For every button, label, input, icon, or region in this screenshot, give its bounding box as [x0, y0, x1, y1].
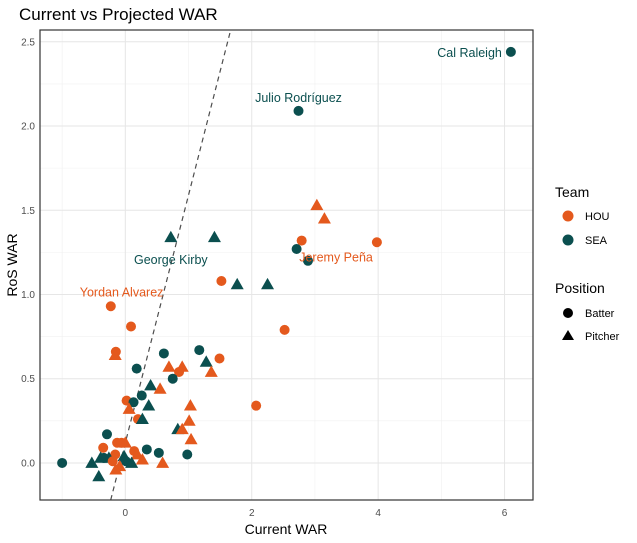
y-tick-label: 0.5 — [21, 374, 35, 385]
grid-minor — [40, 30, 533, 500]
legend-hou-label: HOU — [585, 211, 610, 223]
data-point-batter-sea — [101, 429, 112, 440]
data-point-pitcher-hou — [118, 436, 132, 448]
data-point-pitcher-hou — [175, 422, 189, 435]
legend-team-title: Team — [555, 184, 589, 200]
data-point-pitcher-sea — [230, 277, 244, 290]
data-point-batter-sea — [182, 449, 193, 460]
data-point-batter-hou — [371, 237, 382, 248]
x-axis-ticks: 0 2 4 6 — [123, 508, 508, 519]
data-point-batter-sea — [57, 457, 68, 468]
data-point-batter-sea — [98, 452, 109, 463]
y-tick-label: 2.0 — [21, 122, 35, 133]
annotation-label: Yordan Alvarez — [80, 285, 164, 299]
legend-pitcher-swatch — [562, 330, 574, 340]
data-point-batter-sea — [153, 447, 164, 458]
data-point-batter-sea — [293, 105, 304, 116]
data-point-pitcher-hou — [184, 432, 198, 445]
data-point-batter-sea — [505, 46, 516, 57]
data-point-pitcher-sea — [164, 230, 178, 243]
data-point-batter-hou — [251, 400, 262, 411]
data-point-pitcher-hou — [183, 399, 197, 411]
data-point-pitcher-sea — [85, 456, 99, 468]
annotation-label: George Kirby — [134, 253, 208, 267]
data-point-pitcher-hou — [153, 382, 167, 394]
data-point-pitcher-sea — [261, 277, 275, 290]
data-point-pitcher-hou — [108, 348, 122, 361]
data-point-pitcher-hou — [122, 402, 136, 414]
data-point-pitcher-hou — [162, 360, 176, 372]
data-point-batter-hou — [279, 324, 290, 335]
data-point-pitcher-sea — [199, 355, 213, 367]
y-tick-label: 0.0 — [21, 458, 35, 469]
data-point-pitcher-hou — [317, 212, 331, 224]
data-point-pitcher-hou — [156, 456, 170, 468]
data-point-pitcher-sea — [125, 456, 139, 468]
data-point-pitcher-hou — [109, 463, 123, 475]
data-point-pitcher-hou — [310, 198, 324, 211]
data-point-pitcher-sea — [135, 412, 149, 425]
data-point-pitcher-sea — [92, 469, 106, 482]
data-point-batter-hou — [126, 321, 137, 332]
data-point-pitcher-hou — [182, 414, 196, 426]
data-point-pitcher-sea — [142, 399, 156, 411]
data-point-batter-hou — [214, 353, 225, 364]
x-tick-label: 0 — [123, 508, 129, 519]
x-axis-title: Current WAR — [245, 521, 328, 537]
y-axis-title: RoS WAR — [4, 233, 20, 296]
legend-batter-label: Batter — [585, 308, 615, 320]
legend-sea-label: SEA — [585, 235, 608, 247]
annotation-label: Julio Rodríguez — [255, 91, 342, 105]
x-tick-label: 4 — [375, 508, 381, 519]
data-point-batter-hou — [98, 442, 109, 453]
annotations-layer: Cal Raleigh Julio Rodríguez George Kirby Je… — [80, 46, 502, 299]
data-point-batter-hou — [107, 456, 118, 467]
annotation-label: Cal Raleigh — [437, 46, 502, 60]
data-point-batter-sea — [167, 373, 178, 384]
panel-border — [39, 29, 534, 501]
data-point-pitcher-hou — [204, 365, 218, 377]
annotation-label: Jeremy Peña — [299, 250, 373, 264]
y-tick-label: 1.5 — [21, 206, 35, 217]
data-point-pitcher-sea — [207, 230, 221, 243]
x-tick-label: 6 — [502, 508, 508, 519]
y-axis-ticks: 0.0 0.5 1.0 1.5 2.0 2.5 — [21, 37, 35, 469]
legend-hou-swatch — [562, 210, 574, 222]
points-layer — [57, 46, 516, 482]
data-point-batter-hou — [296, 235, 307, 246]
data-point-batter-sea — [194, 345, 205, 356]
y-tick-label: 2.5 — [21, 37, 35, 48]
data-point-pitcher-sea — [144, 378, 158, 391]
data-point-batter-sea — [302, 255, 313, 266]
data-point-batter-sea — [131, 363, 142, 374]
data-point-batter-sea — [141, 444, 152, 455]
legend: Team HOU SEA Position Batter Pitcher — [555, 184, 620, 343]
data-point-pitcher-hou — [135, 453, 149, 465]
legend-position-title: Position — [555, 280, 605, 296]
data-point-batter-hou — [174, 366, 185, 377]
data-point-batter-hou — [216, 276, 227, 287]
grid-major — [40, 30, 533, 500]
legend-sea-swatch — [562, 234, 574, 246]
chart-title: Current vs Projected WAR — [19, 5, 218, 24]
data-point-batter-hou — [105, 301, 116, 312]
data-point-batter-sea — [291, 243, 302, 254]
data-point-batter-sea — [136, 390, 147, 401]
legend-pitcher-label: Pitcher — [585, 331, 620, 343]
data-point-batter-sea — [158, 348, 169, 359]
y-tick-label: 1.0 — [21, 290, 35, 301]
legend-batter-swatch — [563, 308, 573, 318]
data-point-batter-sea — [128, 397, 139, 408]
x-tick-label: 2 — [249, 508, 255, 519]
